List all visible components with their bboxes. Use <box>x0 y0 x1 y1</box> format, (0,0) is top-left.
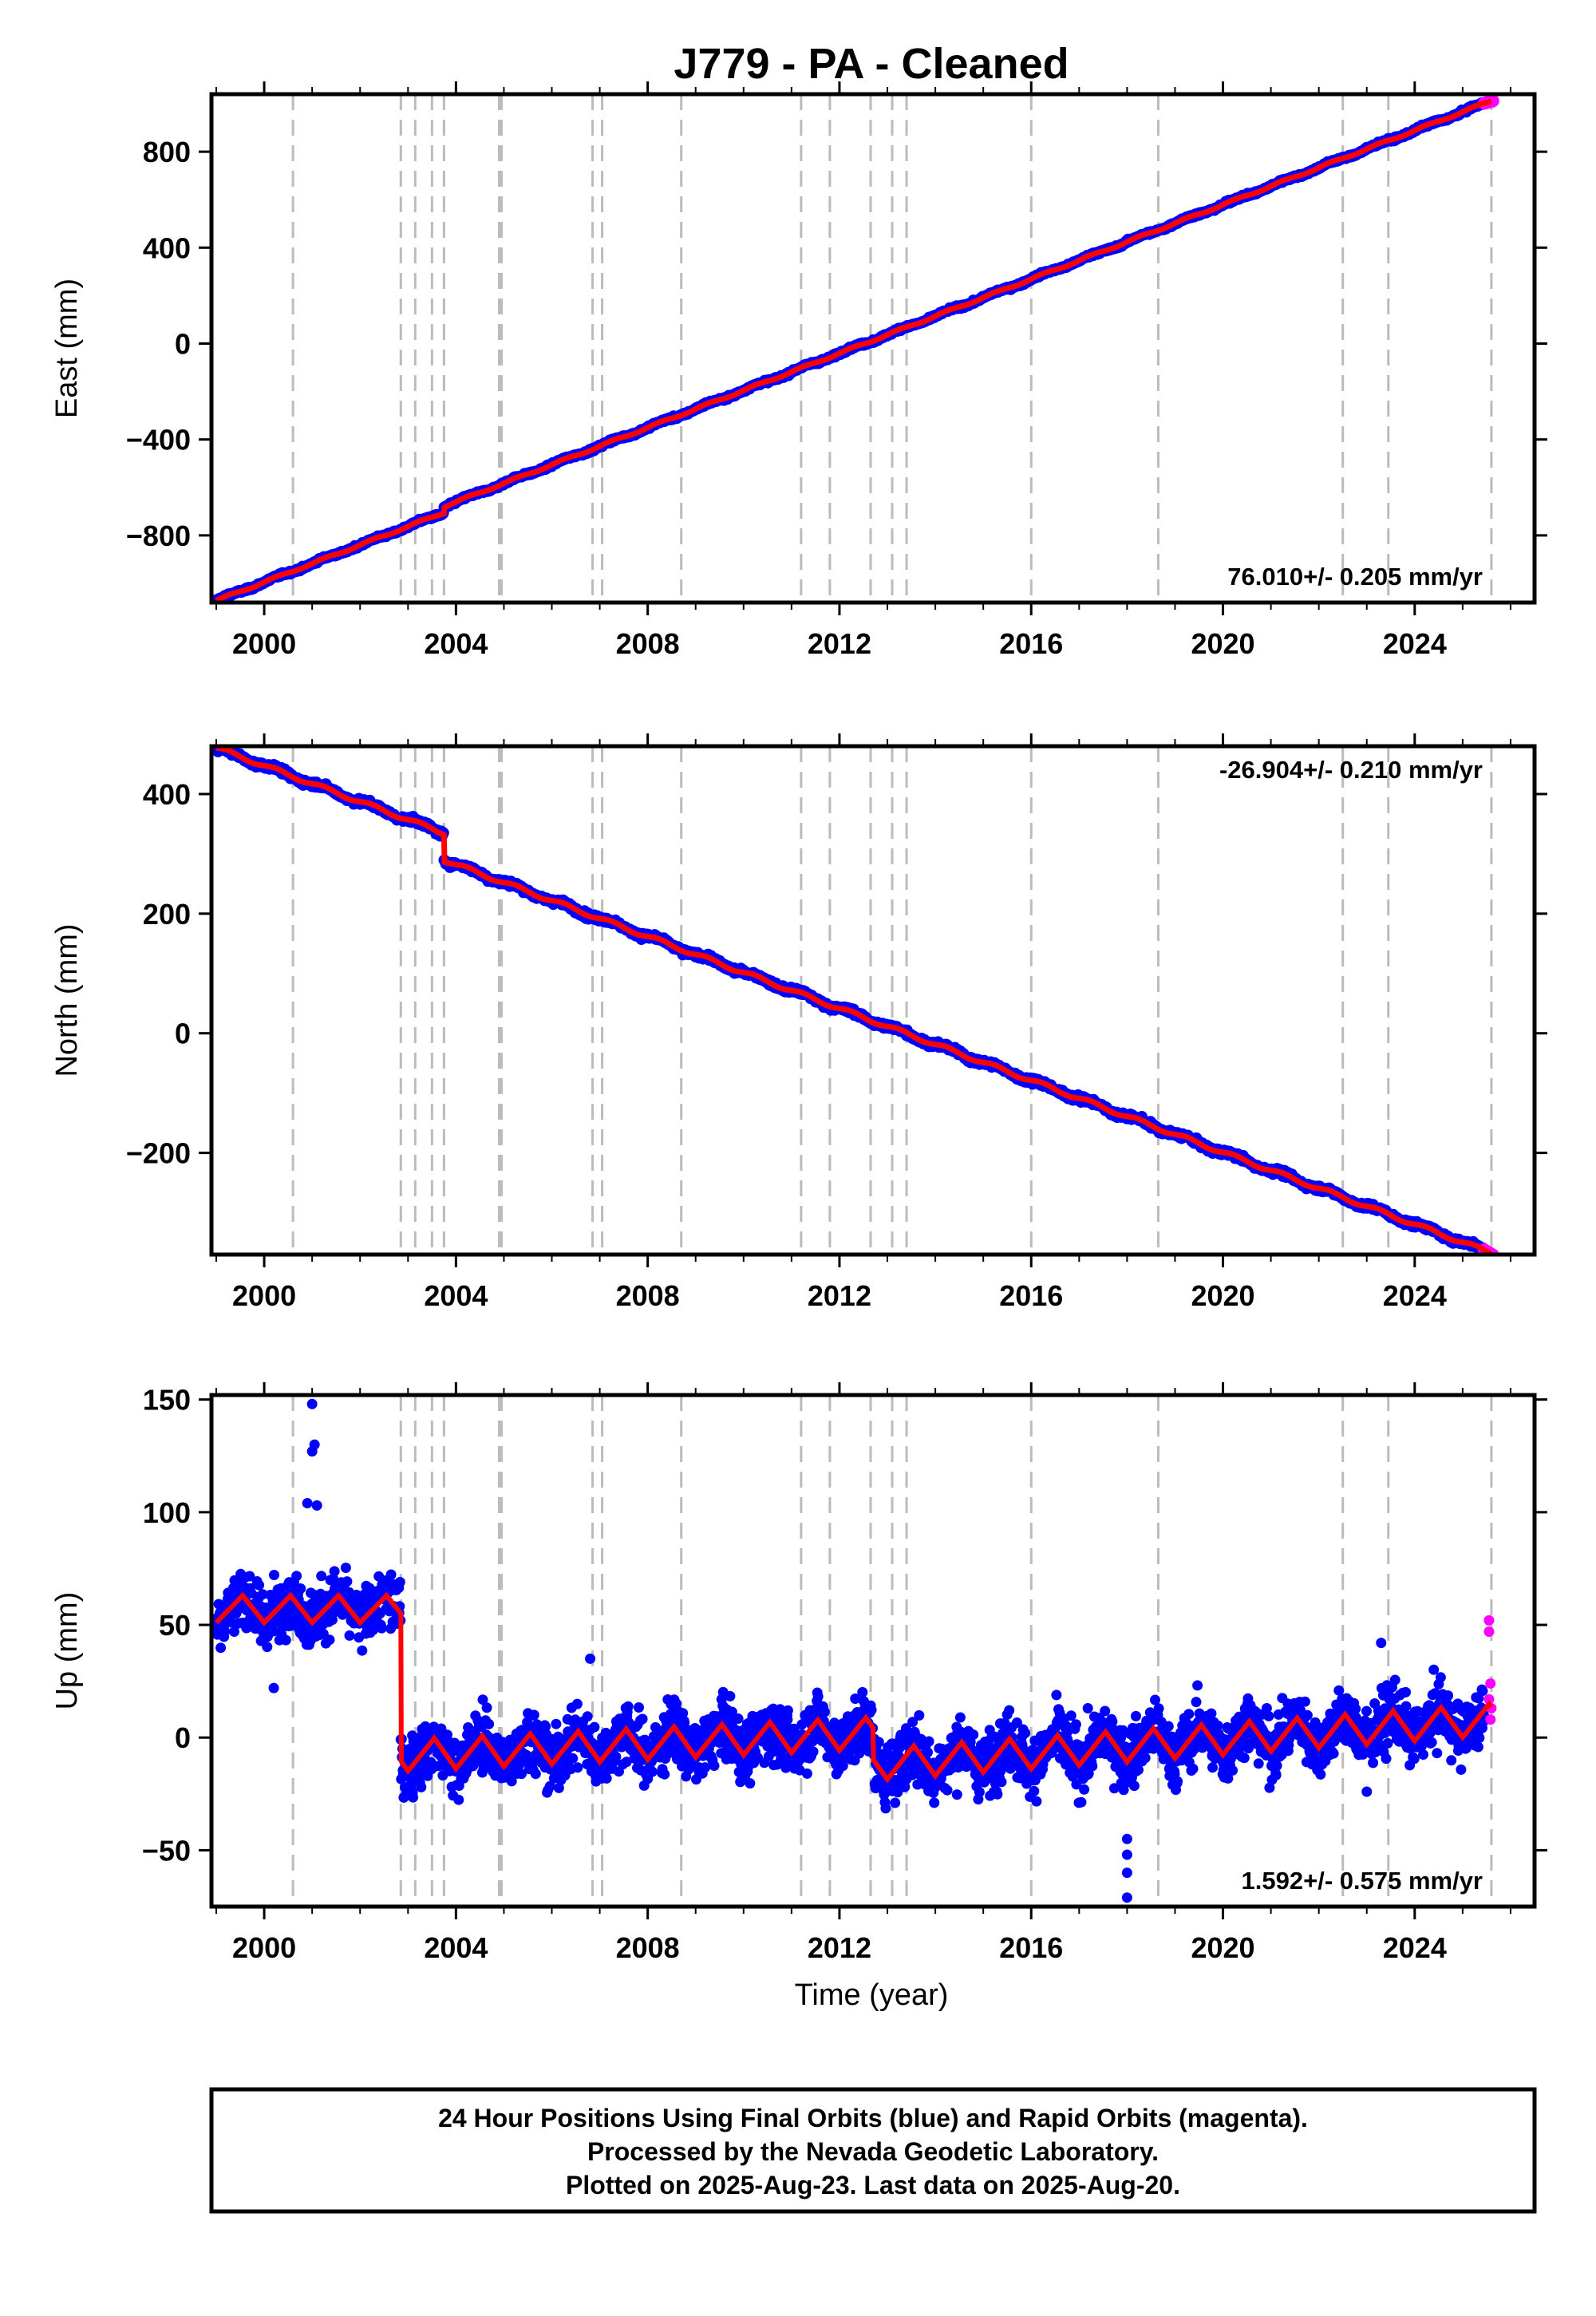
rate-label: 76.010+/- 0.205 mm/yr <box>1227 563 1483 591</box>
data-point <box>291 1571 302 1582</box>
y-tick-label: 400 <box>143 231 191 264</box>
y-axis-label: North (mm) <box>50 923 84 1077</box>
x-tick-label: 2012 <box>808 1279 871 1312</box>
x-tick-label: 2008 <box>616 627 680 660</box>
data-point <box>316 1571 327 1582</box>
data-point <box>254 1579 265 1591</box>
data-point <box>324 1634 335 1646</box>
x-tick-label: 2000 <box>232 627 296 660</box>
y-tick-label: −200 <box>126 1137 191 1170</box>
data-point <box>215 1642 227 1654</box>
x-tick-label: 2016 <box>999 627 1063 660</box>
plot-frame <box>209 92 1537 605</box>
x-tick-label: 2020 <box>1191 1279 1254 1312</box>
x-tick-label: 2008 <box>616 1279 680 1312</box>
y-tick-label: 800 <box>143 136 191 168</box>
x-tick-label: 2000 <box>232 1279 296 1312</box>
data-point <box>219 1626 231 1637</box>
y-tick-label: −800 <box>126 520 191 552</box>
y-tick-label: −400 <box>126 424 191 456</box>
chart-title: J779 - PA - Cleaned <box>674 40 1069 88</box>
plot-area <box>211 94 1499 603</box>
rate-label: -26.904+/- 0.210 mm/yr <box>1219 756 1483 784</box>
data-point <box>295 1583 306 1594</box>
x-tick-label: 2024 <box>1383 627 1447 660</box>
data-point <box>280 1634 291 1646</box>
plot-area <box>211 746 1499 1255</box>
y-axis-label: East (mm) <box>50 279 84 418</box>
data-point <box>329 1566 340 1577</box>
x-tick-label: 2004 <box>424 627 488 660</box>
y-tick-label: 400 <box>143 778 191 811</box>
data-point <box>262 1642 273 1653</box>
panels: 2000 2004 2008 2012 2016 2020 2024−800−4000400… <box>50 81 1547 1964</box>
panel-east: 2000 2004 2008 2012 2016 2020 2024 −800 −400 0 400… <box>50 81 1547 660</box>
x-tick-label: 2016 <box>999 1279 1063 1312</box>
x-tick-label: 2024 <box>1383 1279 1447 1312</box>
data-point <box>269 1570 279 1580</box>
x-tick-label: 2004 <box>424 1279 488 1312</box>
y-tick-label: 0 <box>175 1018 191 1050</box>
y-tick-label: 0 <box>175 327 191 360</box>
panel-north: 2000 2004 2008 2012 2016 2020 2024 −200 0 200 400 N… <box>50 733 1547 1312</box>
model-fit-line <box>215 98 1492 603</box>
x-tick-label: 2020 <box>1191 627 1254 660</box>
y-tick-label: 200 <box>143 898 191 931</box>
x-tick-label: 2012 <box>808 627 871 660</box>
